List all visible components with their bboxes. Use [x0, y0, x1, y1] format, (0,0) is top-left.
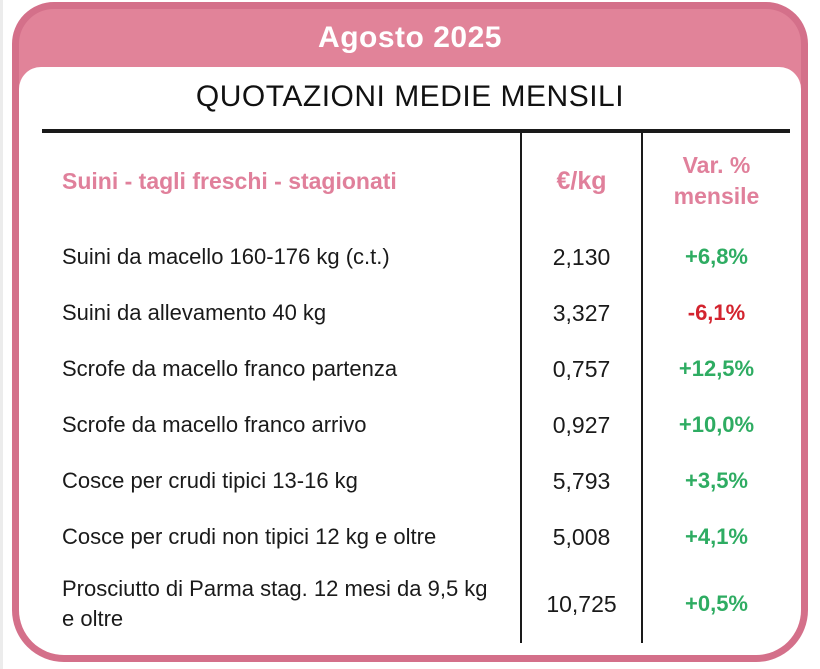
row-var: +4,1% [685, 524, 748, 549]
page-left-edge [0, 0, 3, 669]
table-row: Prosciutto di Parma stag. 12 mesi da 9,5… [42, 565, 790, 643]
month-header-band: Agosto 2025 [19, 9, 801, 67]
table-row: Suini da macello 160-176 kg (c.t.) 2,130… [42, 229, 790, 285]
row-price: 0,757 [520, 341, 643, 397]
card-content: QUOTAZIONI MEDIE MENSILI Suini - tagli f… [19, 67, 801, 655]
row-price: 2,130 [520, 229, 643, 285]
row-var: +6,8% [685, 244, 748, 269]
row-price: 5,008 [520, 509, 643, 565]
row-var: +12,5% [678, 356, 755, 381]
column-header-unit: €/kg [520, 133, 643, 229]
table-row: Scrofe da macello franco partenza 0,757 … [42, 341, 790, 397]
column-header-category: Suini - tagli freschi - stagionati [62, 168, 397, 194]
column-header-variation-line1: Var. % [682, 152, 751, 178]
row-var: -6,1% [687, 300, 746, 325]
row-label: Cosce per crudi tipici 13-16 kg [62, 468, 358, 493]
table-row: Suini da allevamento 40 kg 3,327 -6,1% [42, 285, 790, 341]
quotations-card: Agosto 2025 QUOTAZIONI MEDIE MENSILI Sui… [12, 2, 808, 662]
column-header-variation-line2: mensile [673, 183, 760, 209]
price-table: Suini - tagli freschi - stagionati €/kg … [42, 129, 790, 643]
row-label: Prosciutto di Parma stag. 12 mesi da 9,5… [62, 576, 488, 631]
row-price: 10,725 [520, 565, 643, 643]
table-header-row: Suini - tagli freschi - stagionati €/kg … [42, 133, 790, 229]
row-var: +10,0% [678, 412, 755, 437]
row-price: 3,327 [520, 285, 643, 341]
row-label: Suini da macello 160-176 kg (c.t.) [62, 244, 390, 269]
column-header-variation: Var. % mensile [643, 150, 790, 212]
table-row: Cosce per crudi tipici 13-16 kg 5,793 +3… [42, 453, 790, 509]
row-label: Scrofe da macello franco partenza [62, 356, 398, 381]
page-title: QUOTAZIONI MEDIE MENSILI [195, 80, 625, 113]
table-row: Scrofe da macello franco arrivo 0,927 +1… [42, 397, 790, 453]
row-label: Cosce per crudi non tipici 12 kg e oltre [62, 524, 437, 549]
row-var: +0,5% [685, 591, 748, 616]
row-price: 0,927 [520, 397, 643, 453]
table-row: Cosce per crudi non tipici 12 kg e oltre… [42, 509, 790, 565]
row-var: +3,5% [685, 468, 748, 493]
table-body: Suini da macello 160-176 kg (c.t.) 2,130… [42, 229, 790, 643]
month-title: Agosto 2025 [318, 21, 502, 54]
row-price: 5,793 [520, 453, 643, 509]
row-label: Scrofe da macello franco arrivo [62, 412, 367, 437]
row-label: Suini da allevamento 40 kg [62, 300, 327, 325]
